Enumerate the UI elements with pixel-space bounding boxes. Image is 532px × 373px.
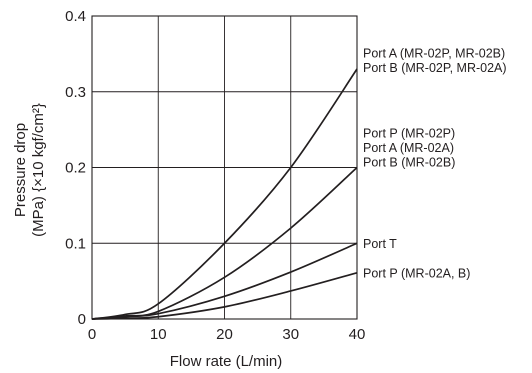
x-tick-label-30: 30 [282,326,299,343]
x-tick-label-20: 20 [216,326,233,343]
y-tick-label-0.4: 0.4 [65,8,86,25]
series-label-1-2: Port B (MR-02P, MR-02A) [363,61,507,75]
grid [91,15,358,320]
y-axis-label-line-2: (MPa) {×10 kgf/cm²} [30,103,47,237]
series-labels: Port A (MR-02P, MR-02B)Port B (MR-02P, M… [363,47,507,281]
series-label-4-1: Port P (MR-02A, B) [363,266,470,280]
tick-labels: 0 10 20 30 40 0 0.1 0.2 0.3 0.4 [65,8,365,343]
series-line-1 [91,68,358,320]
y-tick-label-0.2: 0.2 [65,160,86,177]
y-axis-label: Pressure drop (MPa) {×10 kgf/cm²} [12,103,47,237]
series-label-2-1: Port P (MR-02P) [363,127,455,141]
y-tick-label-0: 0 [78,311,86,328]
y-axis-label-line-1: Pressure drop [12,123,29,217]
y-tick-label-0.3: 0.3 [65,84,86,101]
x-tick-label-10: 10 [150,326,167,343]
series-lines [91,68,358,320]
y-tick-label-0.1: 0.1 [65,235,86,252]
series-label-1-1: Port A (MR-02P, MR-02B) [363,47,505,61]
x-axis-label: Flow rate (L/min) [170,353,283,370]
series-label-2-3: Port B (MR-02B) [363,156,455,170]
series-label-3-1: Port T [363,237,397,251]
x-tick-label-40: 40 [349,326,366,343]
x-tick-label-0: 0 [88,326,96,343]
series-line-3 [91,242,358,320]
series-label-2-2: Port A (MR-02A) [363,141,454,155]
series-line-4 [91,271,358,320]
